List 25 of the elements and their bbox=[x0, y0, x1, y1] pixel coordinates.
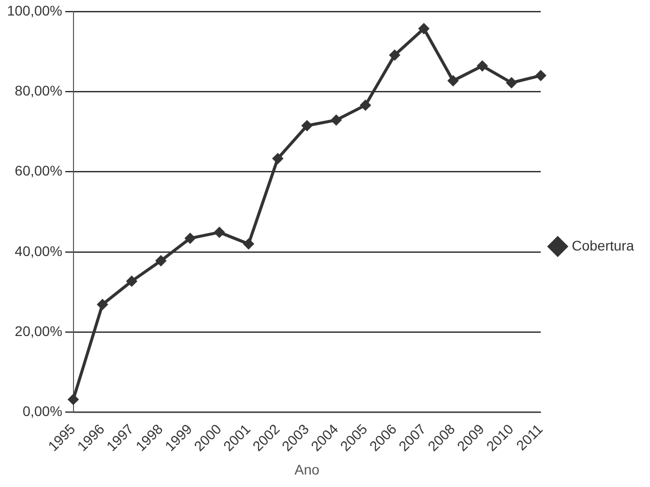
point bbox=[96, 298, 108, 310]
point bbox=[302, 120, 313, 132]
y-tick-label: 40,00% bbox=[14, 242, 62, 259]
legend-label: Cobertura bbox=[572, 237, 634, 254]
point bbox=[360, 100, 371, 111]
point bbox=[68, 394, 79, 405]
point bbox=[506, 77, 518, 88]
point bbox=[418, 23, 430, 34]
point bbox=[389, 50, 400, 61]
y-tick-label: 20,00% bbox=[14, 322, 62, 339]
point bbox=[214, 226, 225, 238]
point bbox=[476, 60, 488, 72]
point bbox=[448, 75, 459, 86]
point bbox=[243, 238, 254, 250]
y-tick-label: 80,00% bbox=[14, 82, 62, 98]
y-tick-label: 0,00% bbox=[22, 403, 62, 420]
point bbox=[184, 232, 196, 244]
point bbox=[126, 276, 138, 287]
x-axis-title: Ano bbox=[294, 461, 320, 478]
y-tick-label: 60,00% bbox=[14, 162, 62, 179]
point bbox=[330, 114, 342, 126]
y-tick-label: 100,00% bbox=[6, 2, 62, 18]
point bbox=[535, 70, 546, 82]
point bbox=[155, 255, 166, 266]
point bbox=[272, 153, 284, 164]
